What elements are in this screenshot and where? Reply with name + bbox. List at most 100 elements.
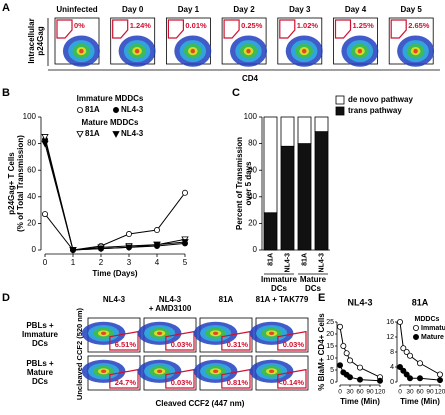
legend-label: Mature [421,334,444,341]
y-axis-label: p24Gag+ T Cells [7,152,16,215]
series-line [44,139,186,251]
bar-segment [314,116,329,133]
data-point [181,239,189,246]
y-tick-label: 4 [390,364,394,371]
x-tick-label: NL4-3 [318,253,325,273]
y-axis-label: Percent of Transmission [235,137,244,230]
series-line [44,192,186,251]
group-label: DCs [305,284,322,293]
y-tick-label: 15 [326,343,334,350]
data-point [416,360,423,367]
data-point [406,352,413,359]
x-tick-label: 0 [338,389,342,396]
data-point [42,211,49,218]
data-point [41,134,49,141]
y-tick-label: 0 [390,379,394,386]
column-header: NL4-3 [159,295,182,304]
density [269,331,275,335]
series-line [44,136,186,251]
legend-label: NL4-3 [121,129,144,138]
gate-percent: 0.03% [171,378,193,387]
bar-segment [280,116,295,147]
y-axis-label: p24Gag [36,26,45,55]
data-point [340,342,347,349]
legend-title: Immature MDDCs [77,94,144,103]
x-tick-label: 81A [301,253,308,266]
gate-percent: 24.7% [115,378,137,387]
legend-swatch [335,106,345,116]
series-line [339,326,381,378]
x-axis-label: Time (Days) [92,269,138,278]
x-tick-label: 5 [183,258,188,267]
y-tick-label: 100 [23,112,37,121]
legend-label: de novo pathway [348,95,413,104]
gate-percent: 0.31% [227,340,249,349]
density [413,48,418,54]
x-tick-label: 30 [406,389,414,396]
y-tick-label: 80 [248,139,257,148]
gate-percent: 0.03% [171,340,193,349]
x-axis-label: CD4 [242,74,259,83]
x-tick-label: 0 [398,389,402,396]
data-point [69,247,77,254]
y-tick-label: 80 [27,139,36,148]
x-tick-label: 30 [346,389,354,396]
row-label: PBLs + [26,321,54,330]
data-point [436,377,443,384]
legend-marker [76,131,84,138]
x-tick-label: 81A [267,253,274,266]
gate [165,368,195,389]
y-tick-label: 20 [326,331,334,338]
density [190,48,195,54]
legend-label: trans pathway [348,106,402,115]
data-point [436,371,443,378]
x-tick-label: 90 [366,389,374,396]
x-tick-label: 60 [356,389,364,396]
data-point [376,377,383,384]
gate [279,19,296,39]
bar-segment [297,143,312,251]
y-tick-label: 100 [244,112,258,121]
gate [223,19,240,39]
density [157,369,163,373]
x-tick-label: 2 [99,258,104,267]
data-point [153,241,161,249]
bar-segment [297,116,312,145]
gate [165,330,195,351]
row-label: DCs [32,339,49,348]
x-tick-label: 4 [155,258,160,267]
density [101,331,107,335]
plot-title: 81A [412,297,429,307]
density [213,331,219,335]
gate [221,330,251,351]
y-tick-label: 60 [248,165,257,174]
y-tick-label: 12 [386,334,394,341]
legend-label: 81A [85,105,100,114]
row-label: Immature [22,330,59,339]
column-header: NL4-3 [103,295,126,304]
legend-marker [113,107,120,114]
bar-segment [263,116,278,214]
row-label: Mature [27,368,54,377]
legend-marker [412,324,419,331]
plot-title: NL4-3 [347,297,372,307]
data-point [416,375,423,382]
legend-marker [412,333,419,340]
data-point [181,189,188,196]
gate-percent: 1.24% [130,21,152,30]
y-tick-label: 16 [386,319,394,326]
density [79,48,84,54]
data-point [336,323,343,330]
gate [334,19,352,39]
y-axis-label: over 5 days [244,161,253,206]
gate-percent: 1.25% [353,21,375,30]
y-tick-label: 0 [32,245,37,254]
legend-marker [77,107,84,114]
data-point [400,345,407,352]
plot-title: Day 2 [233,5,255,14]
gate-percent: 2.65% [408,21,430,30]
y-axis-label: % BlaM+ CD4+ Cells [317,313,326,391]
panel-letter: A [2,2,10,14]
group-label: Mature [300,275,327,284]
